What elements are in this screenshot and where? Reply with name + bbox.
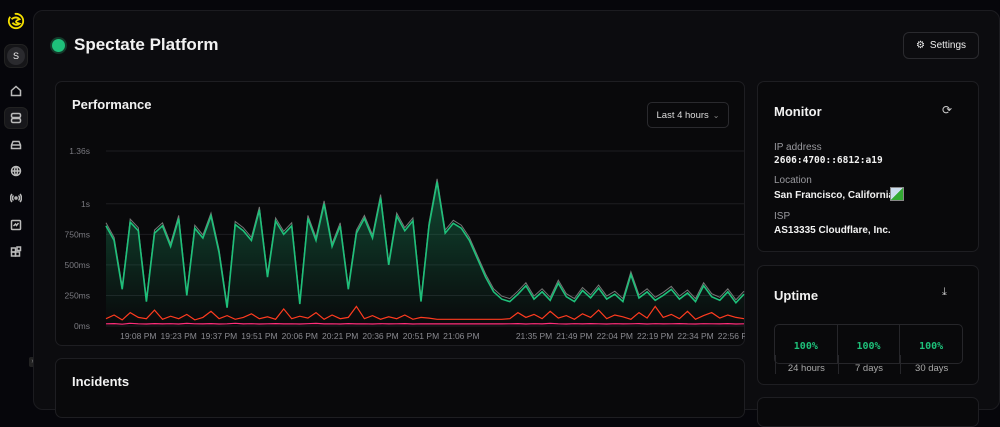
drive-icon	[10, 140, 22, 150]
sidebar-item-drive[interactable]	[4, 134, 28, 156]
integrations-icon	[10, 246, 22, 257]
uptime-value: 100%	[919, 341, 944, 352]
uptime-value: 100%	[856, 341, 881, 352]
globe-icon	[10, 165, 22, 177]
isp-label: ISP	[774, 211, 791, 222]
x-tick-label: 20:21 PM	[322, 331, 358, 341]
y-tick-label: 500ms	[64, 260, 90, 270]
ip-value: 2606:4700::6812:a19	[774, 155, 883, 166]
location-label: Location	[774, 175, 812, 186]
activity-icon	[10, 219, 22, 231]
flag-image-icon	[890, 187, 904, 201]
uptime-title: Uptime	[774, 288, 819, 303]
y-tick-label: 250ms	[64, 290, 90, 300]
x-tick-label: 20:36 PM	[362, 331, 398, 341]
settings-label: Settings	[929, 40, 967, 51]
x-tick-label: 21:06 PM	[443, 331, 479, 341]
sidebar-item-globe[interactable]	[4, 160, 28, 182]
ip-label: IP address	[774, 142, 822, 153]
download-icon[interactable]: ⤓	[942, 286, 947, 298]
x-tick-label: 19:37 PM	[201, 331, 237, 341]
uptime-stat-30d: 100% 30 days	[899, 325, 962, 374]
incidents-title: Incidents	[72, 374, 130, 389]
monitor-title: Monitor	[774, 104, 822, 119]
uptime-period: 24 hours	[775, 355, 837, 374]
uptime-card: Uptime ⤓ 100% 24 hours 100% 7 days 100% 30 …	[757, 265, 979, 385]
servers-icon	[10, 112, 22, 124]
location-value: San Francisco, California	[774, 190, 895, 201]
page-title: Spectate Platform	[74, 35, 219, 54]
uptime-stat-7d: 100% 7 days	[836, 325, 900, 374]
workspace-avatar[interactable]: S	[4, 44, 28, 68]
performance-chart: 0ms 250ms 500ms 750ms 1s 1.36s 19:08 PM 19:23 P…	[64, 146, 745, 341]
time-range-select[interactable]: Last 4 hours ⌄	[647, 102, 729, 128]
x-tick-label: 22:04 PM	[597, 331, 633, 341]
sidebar-item-integrations[interactable]	[4, 241, 28, 263]
chevron-down-icon: ⌄	[712, 110, 720, 120]
y-tick-label: 0ms	[74, 321, 90, 331]
y-tick-label: 1s	[81, 199, 90, 209]
sidebar-item-broadcast[interactable]	[4, 187, 28, 209]
home-icon	[10, 85, 22, 97]
uptime-stat-24h: 100% 24 hours	[775, 325, 837, 374]
broadcast-icon	[10, 193, 22, 203]
x-tick-label: 22:56 PM	[718, 331, 745, 341]
x-tick-label: 20:51 PM	[403, 331, 439, 341]
sidebar-item-servers[interactable]	[4, 107, 28, 129]
gear-icon: ⚙	[915, 40, 925, 51]
series-line-red	[105, 305, 745, 321]
x-tick-label: 19:23 PM	[160, 331, 196, 341]
sidebar: S ›	[0, 0, 36, 405]
series-line-pink	[105, 322, 745, 325]
x-tick-label: 19:51 PM	[241, 331, 277, 341]
performance-card: Performance Last 4 hours ⌄ 0ms 250ms 500ms 7…	[55, 81, 745, 346]
sidebar-collapse-handle[interactable]: ›	[29, 357, 36, 367]
avatar-initial: S	[7, 47, 25, 65]
incidents-card: Incidents	[55, 358, 745, 418]
x-tick-label: 21:49 PM	[556, 331, 592, 341]
x-tick-label: 22:19 PM	[637, 331, 673, 341]
uptime-period: 30 days	[900, 355, 962, 374]
x-tick-label: 21:35 PM	[516, 331, 552, 341]
uptime-period: 7 days	[837, 355, 900, 374]
y-tick-label: 1.36s	[69, 146, 90, 156]
spectate-logo-icon[interactable]	[7, 12, 25, 30]
y-tick-label: 750ms	[64, 229, 90, 239]
sidebar-item-activity[interactable]	[4, 214, 28, 236]
performance-title: Performance	[72, 97, 152, 112]
uptime-value: 100%	[793, 341, 818, 352]
x-tick-label: 19:08 PM	[120, 331, 156, 341]
sidebar-item-home[interactable]	[4, 80, 28, 102]
extra-card	[757, 397, 979, 427]
isp-value: AS13335 Cloudflare, Inc.	[774, 225, 891, 236]
x-tick-label: 20:06 PM	[282, 331, 318, 341]
settings-button[interactable]: ⚙ Settings	[903, 32, 979, 59]
status-indicator	[52, 39, 65, 52]
refresh-icon[interactable]: ⟳	[942, 103, 953, 117]
time-range-value: Last 4 hours	[656, 109, 709, 121]
series-area	[106, 181, 744, 326]
series-line-total	[105, 181, 745, 308]
monitor-card: Monitor ⟳ IP address 2606:4700::6812:a19…	[757, 81, 979, 252]
x-tick-label: 22:34 PM	[677, 331, 713, 341]
uptime-stats: 100% 24 hours 100% 7 days 100% 30 days	[774, 324, 963, 374]
